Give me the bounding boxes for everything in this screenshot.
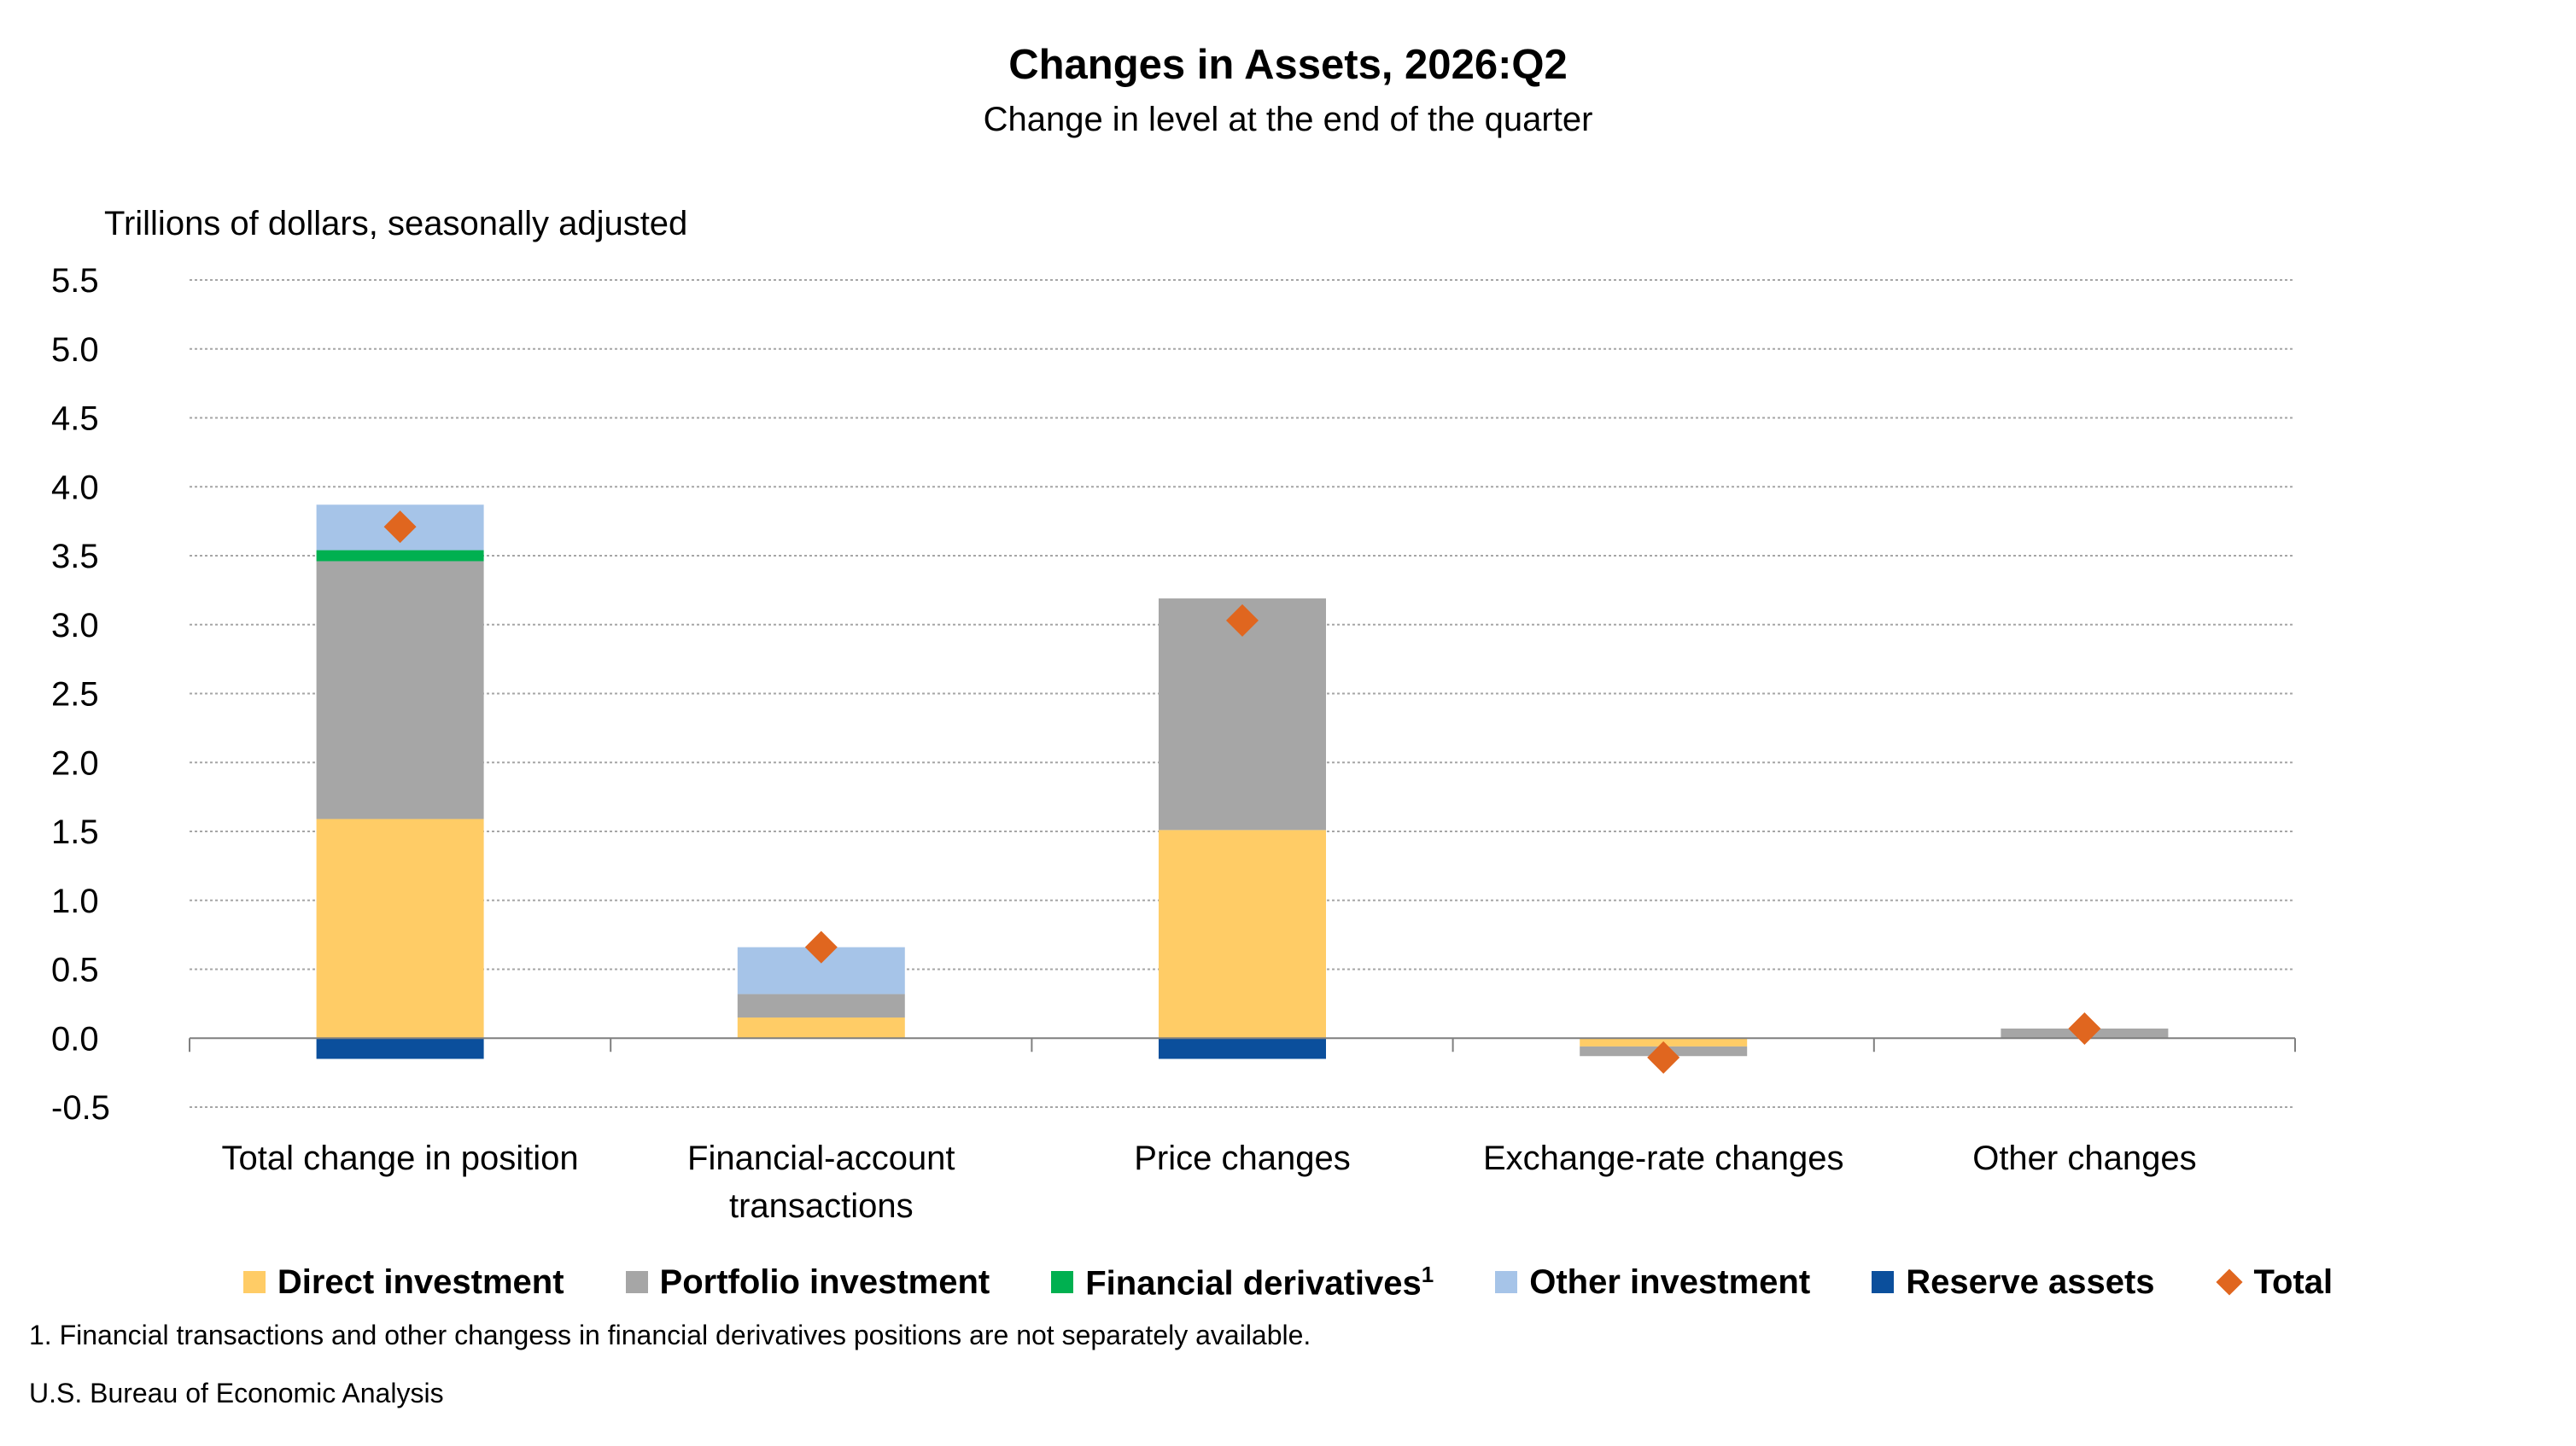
bar-segment-portfolio-investment	[316, 561, 484, 819]
source-credit: U.S. Bureau of Economic Analysis	[29, 1378, 444, 1408]
y-axis-unit-label: Trillions of dollars, seasonally adjuste…	[104, 205, 688, 242]
y-tick-label: 5.0	[51, 331, 99, 369]
legend-item-portfolio-investment: Portfolio investment	[625, 1262, 990, 1303]
footnote: 1. Financial transactions and other chan…	[29, 1320, 1311, 1350]
y-tick-label: 4.5	[51, 400, 99, 438]
total-marker	[1226, 603, 1259, 637]
bar-segment-financial-derivatives	[316, 550, 484, 562]
legend-item-reserve-assets: Reserve assets	[1872, 1262, 2155, 1303]
total-marker	[1647, 1041, 1680, 1074]
bar-segment-reserve-assets	[1159, 1038, 1326, 1059]
x-category-label: Other changes	[1972, 1140, 2196, 1177]
x-category-label: Financial-account transactions	[687, 1140, 955, 1225]
x-category-label: Exchange-rate changes	[1483, 1140, 1844, 1177]
legend-label: Reserve assets	[1906, 1262, 2155, 1301]
legend-swatch	[625, 1271, 648, 1294]
legend-item-other-investment: Other investment	[1495, 1262, 1810, 1303]
legend-item-financial-derivatives: Financial derivatives1	[1051, 1262, 1434, 1303]
chart-title: Changes in Assets, 2026:Q2	[1008, 42, 1568, 88]
chart-subtitle: Change in level at the end of the quarte…	[983, 101, 1593, 138]
legend-swatch	[1495, 1271, 1518, 1294]
y-tick-label: 0.0	[51, 1020, 99, 1058]
x-category-label: Price changes	[1134, 1140, 1350, 1177]
y-tick-label: -0.5	[51, 1089, 110, 1127]
y-tick-label: 1.5	[51, 813, 99, 851]
y-tick-label: 5.5	[51, 262, 99, 300]
total-marker	[2068, 1012, 2101, 1045]
legend-label: Portfolio investment	[659, 1262, 990, 1301]
legend-label: Financial derivatives1	[1085, 1262, 1434, 1303]
y-tick-label: 3.0	[51, 607, 99, 644]
y-tick-label: 2.0	[51, 744, 99, 782]
chart-legend: Direct investment Portfolio investment F…	[0, 1262, 2576, 1303]
bar-segment-direct-investment	[316, 819, 484, 1039]
legend-swatch	[1872, 1271, 1895, 1294]
total-marker	[804, 930, 838, 964]
bar-segment-direct-investment	[1159, 830, 1326, 1039]
legend-label: Total	[2253, 1262, 2334, 1301]
legend-swatch	[242, 1271, 266, 1294]
y-tick-label: 0.5	[51, 952, 99, 989]
legend-item-direct-investment: Direct investment	[242, 1262, 564, 1303]
legend-label: Direct investment	[277, 1262, 564, 1301]
bar-segment-portfolio-investment	[1159, 598, 1326, 831]
legend-swatch	[1051, 1271, 1074, 1294]
legend-label-text: Financial derivatives	[1085, 1264, 1422, 1303]
y-tick-label: 3.5	[51, 538, 99, 575]
bar-segment-reserve-assets	[316, 1038, 484, 1059]
footnote-marker: 1	[1421, 1262, 1434, 1287]
y-tick-label: 4.0	[51, 469, 99, 506]
y-tick-label: 2.5	[51, 676, 99, 714]
total-marker	[383, 510, 417, 544]
x-category-label: Total change in position	[222, 1140, 579, 1177]
legend-item-total: Total	[2215, 1262, 2334, 1303]
bar-segment-portfolio-investment	[737, 994, 905, 1018]
legend-diamond-marker	[2215, 1268, 2243, 1296]
legend-label: Other investment	[1529, 1262, 1811, 1301]
y-tick-label: 1.0	[51, 883, 99, 920]
bar-segment-direct-investment	[737, 1017, 905, 1039]
